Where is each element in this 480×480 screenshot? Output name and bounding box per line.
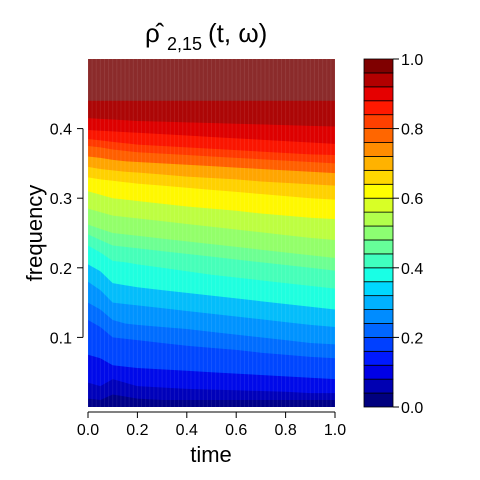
x-tick-label: 0.0 [77,422,99,439]
colorbar-swatch [363,58,394,74]
colorbar-tick-label: 0.6 [401,191,423,208]
contour-band-0.05 [88,394,335,407]
x-tick-label: 0.6 [225,422,247,439]
colorbar-swatch [363,211,394,227]
colorbar-swatch [363,142,394,157]
y-tick-label: 0.1 [50,330,72,347]
colorbar-swatch [363,336,394,352]
x-tick-label: 0.2 [126,422,148,439]
x-tick-label: 1.0 [324,422,346,439]
colorbar-swatch [363,267,394,283]
x-axis: 0.0 0.2 0.4 0.6 0.8 1.0 [77,411,346,439]
colorbar-swatch [363,239,394,255]
colorbar-legend: 0.0 0.2 0.4 0.6 0.8 1.0 [363,52,423,417]
colorbar-swatch [363,183,394,199]
colorbar-swatch [363,86,394,102]
colorbar-swatch [363,72,394,88]
chart-title: ρ̂ 2,15 (t, ω) [145,18,267,54]
colorbar-swatch [363,323,394,338]
colorbar-swatch [363,253,394,269]
colorbar-swatch [363,128,394,143]
colorbar-swatch [363,309,394,324]
colorbar-swatch [363,295,394,310]
colorbar-swatch [363,364,394,380]
title-subscript: 2,15 [167,34,202,54]
colorbar-tick-label: 0.0 [401,400,423,417]
y-axis: 0.1 0.2 0.3 0.4 [50,122,84,347]
colorbar-swatch [363,156,394,171]
colorbar-tick-label: 0.8 [401,122,423,139]
contour-bands [88,59,335,407]
colorbar-swatch [363,100,394,116]
colorbar-swatch [363,225,394,241]
x-tick-label: 0.4 [176,422,198,439]
colorbar-tick-label: 0.4 [401,261,423,278]
y-tick-label: 0.2 [50,261,72,278]
y-tick-label: 0.3 [50,191,72,208]
y-tick-label: 0.4 [50,122,72,139]
plot-area [88,59,335,407]
title-suffix: (t, ω) [208,18,267,48]
colorbar-swatch [363,350,394,366]
colorbar-tick-label: 1.0 [401,52,423,69]
y-axis-label: frequency [22,185,47,282]
title-main: ρ̂ [145,18,165,48]
colorbar-swatch [363,281,394,297]
colorbar-swatch [363,169,394,185]
x-axis-label: time [190,442,232,467]
colorbar-swatch [363,197,394,213]
colorbar-swatch [363,378,394,394]
colorbar-swatch [363,114,394,130]
x-tick-label: 0.8 [274,422,296,439]
colorbar-swatch [363,392,394,408]
colorbar-tick-label: 0.2 [401,330,423,347]
pixel-texture [88,59,335,407]
